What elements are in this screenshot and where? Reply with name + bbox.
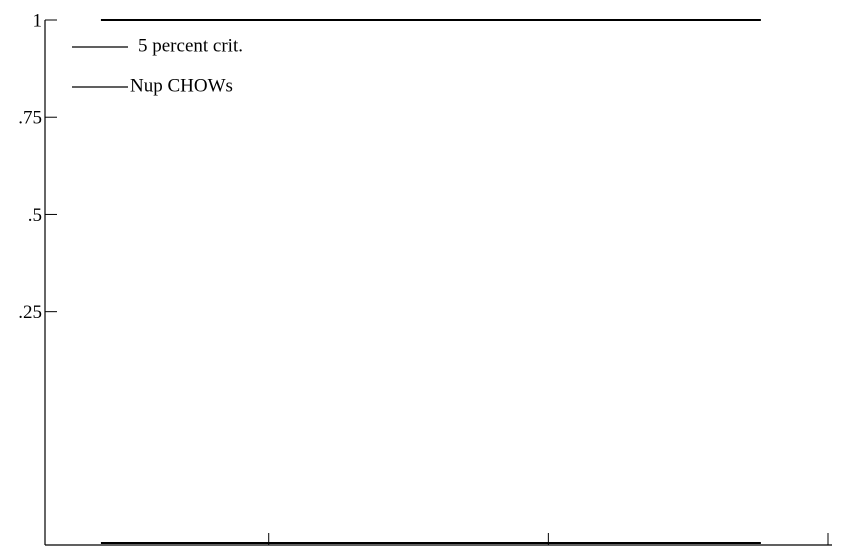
y-tick-label: .25 <box>18 302 42 323</box>
y-tick-label: .5 <box>28 205 42 226</box>
y-tick-label: .75 <box>18 108 42 129</box>
y-tick-label: 1 <box>33 10 43 31</box>
legend-label: 5 percent crit. <box>138 35 243 56</box>
legend-label: Nup CHOWs <box>130 75 233 96</box>
